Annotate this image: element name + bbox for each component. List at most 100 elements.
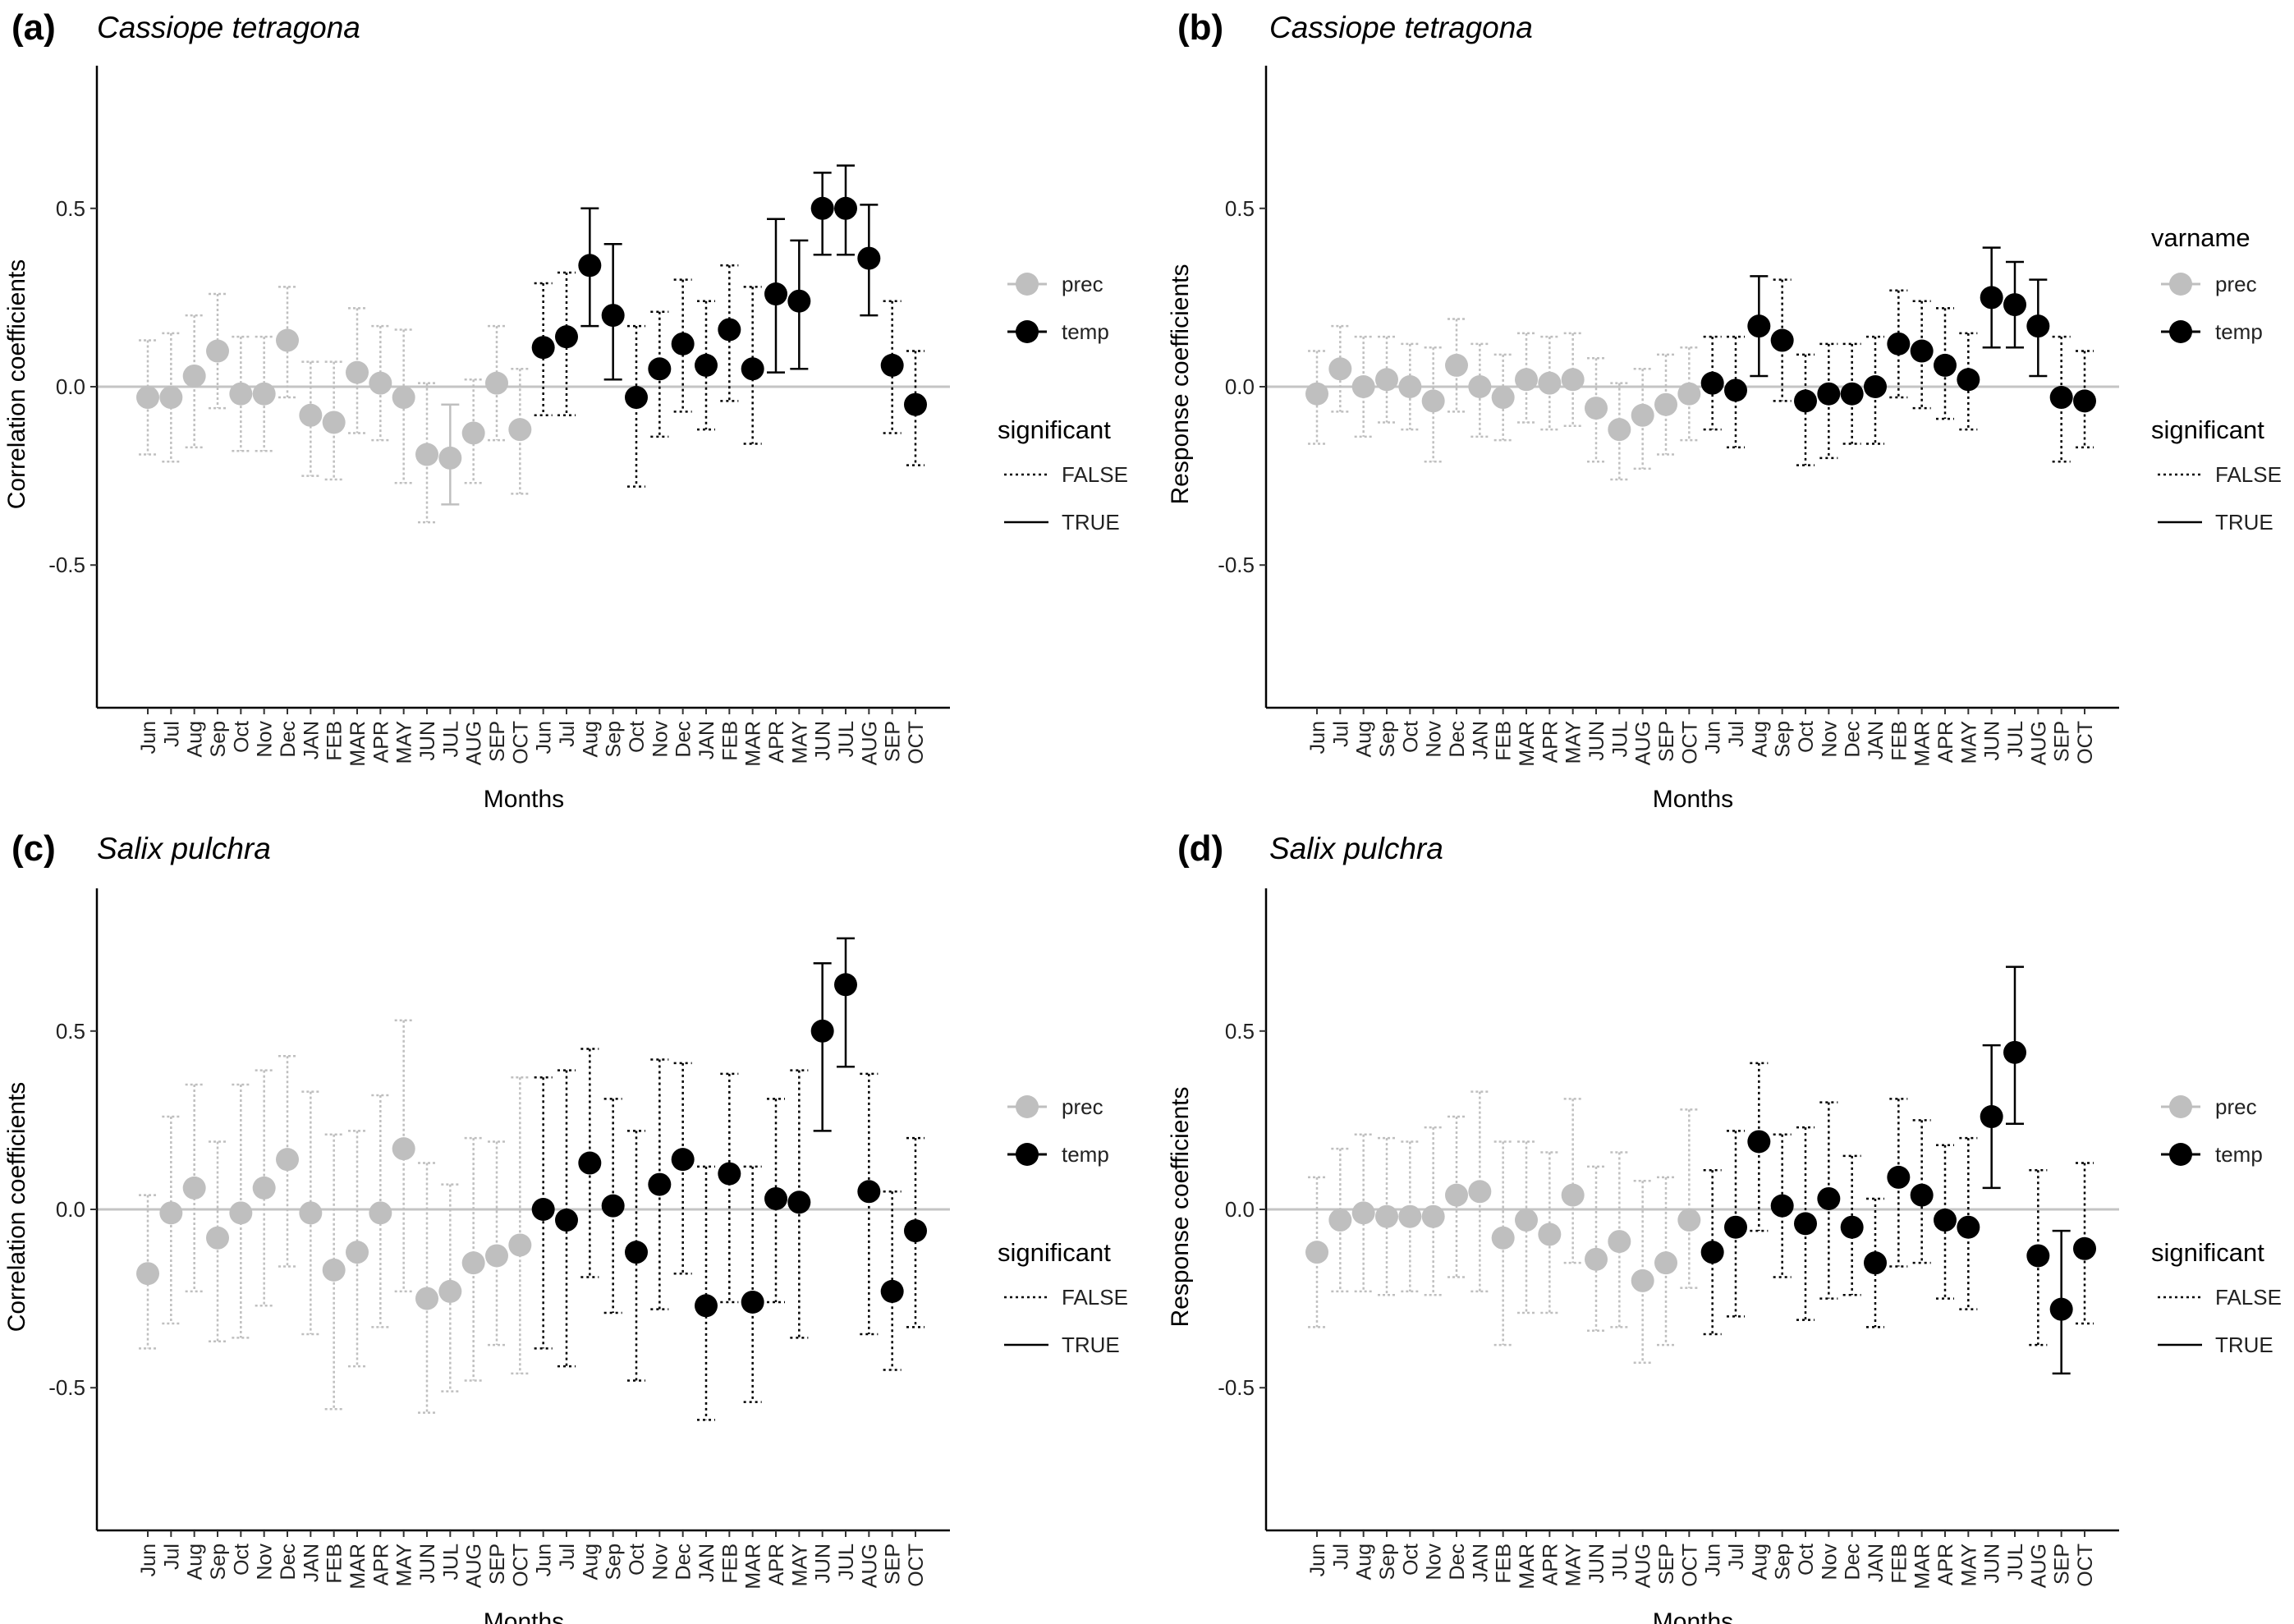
- x-tick-label: MAR: [346, 1544, 369, 1590]
- x-tick-label: MAY: [393, 721, 416, 764]
- x-tick-label: Nov: [1423, 1544, 1446, 1580]
- prec-error-bar: [185, 1083, 204, 1293]
- temp-error-bar: [1819, 342, 1838, 460]
- prec-point: [461, 1251, 485, 1275]
- prec-point: [1561, 1183, 1585, 1207]
- temp-point: [1980, 286, 2003, 310]
- prec-error-bar: [348, 1130, 366, 1368]
- x-tick-label: JUL: [439, 721, 462, 758]
- x-tick-label: Jun: [137, 1544, 160, 1576]
- x-tick-label: SEP: [486, 721, 509, 762]
- prec-point: [461, 421, 485, 445]
- temp-point: [1770, 1194, 1794, 1218]
- prec-point: [1445, 353, 1468, 377]
- y-axis-label: Correlation coefficients: [3, 259, 30, 510]
- legend-temp-marker: [2169, 1143, 2192, 1166]
- x-tick-label: Nov: [649, 1544, 672, 1580]
- temp-error-bar: [837, 937, 855, 1068]
- legend-prec-label: prec: [1062, 1094, 1103, 1119]
- x-tick-label: OCT: [2074, 721, 2097, 764]
- temp-point: [2003, 1040, 2026, 1064]
- prec-point: [1585, 397, 1608, 420]
- temp-point: [1700, 1241, 1724, 1264]
- prec-point: [1351, 1201, 1375, 1225]
- prec-error-bar: [511, 1076, 530, 1375]
- prec-point: [1421, 389, 1445, 413]
- prec-point: [299, 403, 323, 427]
- temp-error-bar: [1727, 335, 1745, 449]
- legend-false-label: FALSE: [1062, 1285, 1128, 1310]
- species-title: Cassiope tetragona: [97, 11, 360, 44]
- x-tick-label: Oct: [230, 721, 253, 753]
- temp-point: [648, 1172, 672, 1196]
- temp-point: [695, 1294, 718, 1318]
- legend: varname prec temp significant FALSE TRUE: [2151, 223, 2282, 534]
- x-tick-label: SEP: [882, 721, 905, 762]
- x-tick-label: Jul: [1329, 721, 1352, 747]
- x-tick-label: Oct: [230, 1544, 253, 1576]
- x-tick-label: AUG: [2027, 721, 2050, 765]
- prec-point: [346, 360, 369, 384]
- x-tick-label: Nov: [254, 1544, 277, 1580]
- x-tick-label: OCT: [905, 721, 928, 764]
- x-tick-label: JUN: [812, 1544, 835, 1584]
- x-tick-label: Oct: [626, 1544, 649, 1576]
- legend-prec-label: prec: [1062, 272, 1103, 296]
- x-tick-label: APR: [369, 1544, 392, 1585]
- x-tick-label: SEP: [2051, 721, 2074, 762]
- temp-point: [625, 386, 648, 410]
- legend-true-label: TRUE: [2215, 510, 2273, 534]
- prec-error-bar: [1378, 1136, 1396, 1296]
- temp-error-bar: [697, 1165, 715, 1421]
- x-tick-label: APR: [1539, 1544, 1562, 1585]
- x-tick-label: Aug: [184, 721, 207, 757]
- prec-point: [415, 443, 438, 466]
- x-tick-label: FEB: [323, 721, 346, 761]
- prec-point: [1631, 1268, 1654, 1292]
- temp-point: [1747, 314, 1771, 338]
- panel-label: (c): [11, 828, 56, 869]
- x-tick-label: JUN: [1981, 721, 2004, 761]
- prec-error-bar: [209, 292, 227, 410]
- y-tick-label: -0.5: [1218, 1375, 1255, 1400]
- x-tick-label: Jul: [160, 1544, 183, 1570]
- temp-point: [1840, 382, 1864, 406]
- prec-point: [252, 382, 276, 406]
- legend: prec temp significant FALSE TRUE: [2151, 1094, 2282, 1357]
- x-tick-label: MAR: [1516, 1544, 1539, 1590]
- y-tick-label: -0.5: [1218, 553, 1255, 577]
- temp-point: [1817, 382, 1841, 406]
- temp-point: [787, 289, 811, 313]
- x-tick-label: OCT: [905, 1544, 928, 1587]
- x-tick-label: APR: [765, 1544, 788, 1585]
- prec-point: [1305, 382, 1328, 406]
- x-tick-label: APR: [765, 721, 788, 763]
- prec-point: [1538, 371, 1562, 395]
- x-tick-label: Sep: [1772, 721, 1795, 757]
- prec-error-bar: [1610, 382, 1629, 481]
- prec-point: [1538, 1223, 1562, 1246]
- temp-point: [718, 1162, 741, 1186]
- legend-false-label: FALSE: [1062, 462, 1128, 487]
- prec-point: [159, 1201, 183, 1225]
- legend-prec-marker: [2169, 1095, 2192, 1118]
- prec-point: [485, 1244, 508, 1268]
- x-tick-label: MAR: [346, 721, 369, 767]
- x-tick-label: MAR: [742, 1544, 765, 1590]
- x-tick-label: Sep: [207, 1544, 230, 1580]
- temp-error-bar: [2052, 335, 2071, 463]
- x-tick-label: JUL: [835, 721, 858, 758]
- prec-error-bar: [162, 1115, 181, 1325]
- temp-point: [1910, 1183, 1934, 1207]
- prec-point: [182, 1176, 206, 1200]
- x-tick-label: FEB: [1493, 1544, 1516, 1584]
- x-tick-label: JAN: [695, 721, 718, 759]
- x-tick-label: Dec: [277, 721, 300, 757]
- y-tick-label: -0.5: [48, 1375, 85, 1400]
- temp-point: [625, 1241, 648, 1264]
- temp-point: [857, 1180, 881, 1204]
- x-tick-label: Dec: [672, 1544, 695, 1580]
- temp-error-bar: [2076, 1162, 2094, 1325]
- temp-point: [834, 973, 857, 997]
